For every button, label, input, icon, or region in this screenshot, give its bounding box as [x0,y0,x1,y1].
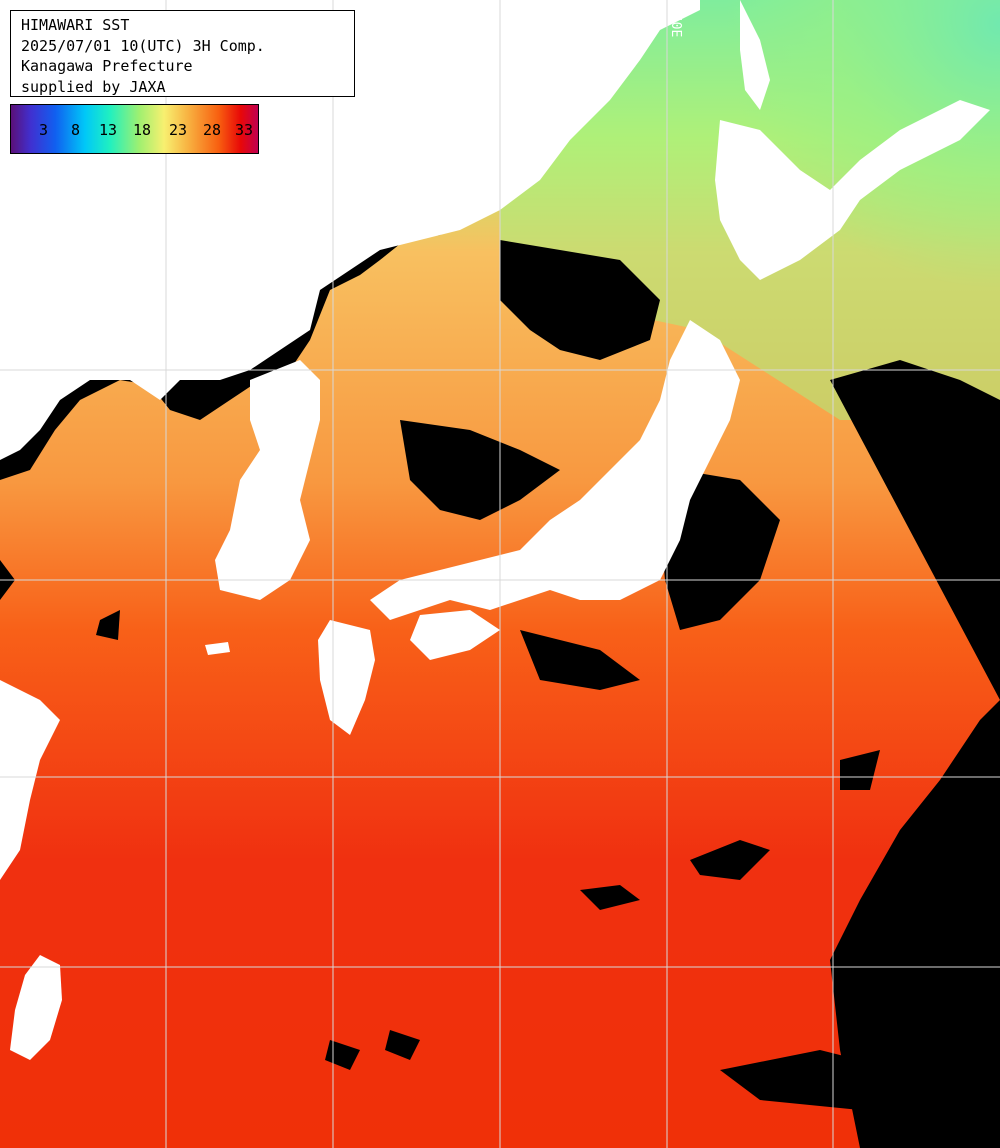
scale-tick-label: 3 [39,121,49,139]
color-scale-bar: 3 8 13 18 23 28 33 [10,104,259,154]
scale-tick-label: 18 [133,121,152,139]
honshu [370,320,740,620]
scale-tick-label: 33 [235,121,254,139]
scale-tick-label: 13 [99,121,118,139]
timestamp-text: 2025/07/01 10(UTC) 3H Comp. [21,36,265,55]
sakhalin [740,0,770,110]
scale-tick-label: 28 [203,121,222,139]
kyushu [318,620,375,735]
jeju [205,642,230,655]
region-text: Kanagawa Prefecture [21,57,193,75]
taiwan [10,955,62,1060]
lat-30n-label: 30N [12,760,36,775]
credit-text: supplied by JAXA [21,77,166,96]
scale-tick-label: 23 [169,121,188,139]
shikoku [410,610,500,660]
lat-40n-label: 40N [12,352,36,367]
lon-140e-label: 140E [668,6,683,38]
info-box: HIMAWARI SST 2025/07/01 10(UTC) 3H Comp.… [10,10,355,97]
korea [215,360,320,600]
scale-tick-label: 8 [71,121,81,139]
china-coast [0,680,60,880]
title-text: HIMAWARI SST [21,16,130,34]
hokkaido [715,100,990,280]
